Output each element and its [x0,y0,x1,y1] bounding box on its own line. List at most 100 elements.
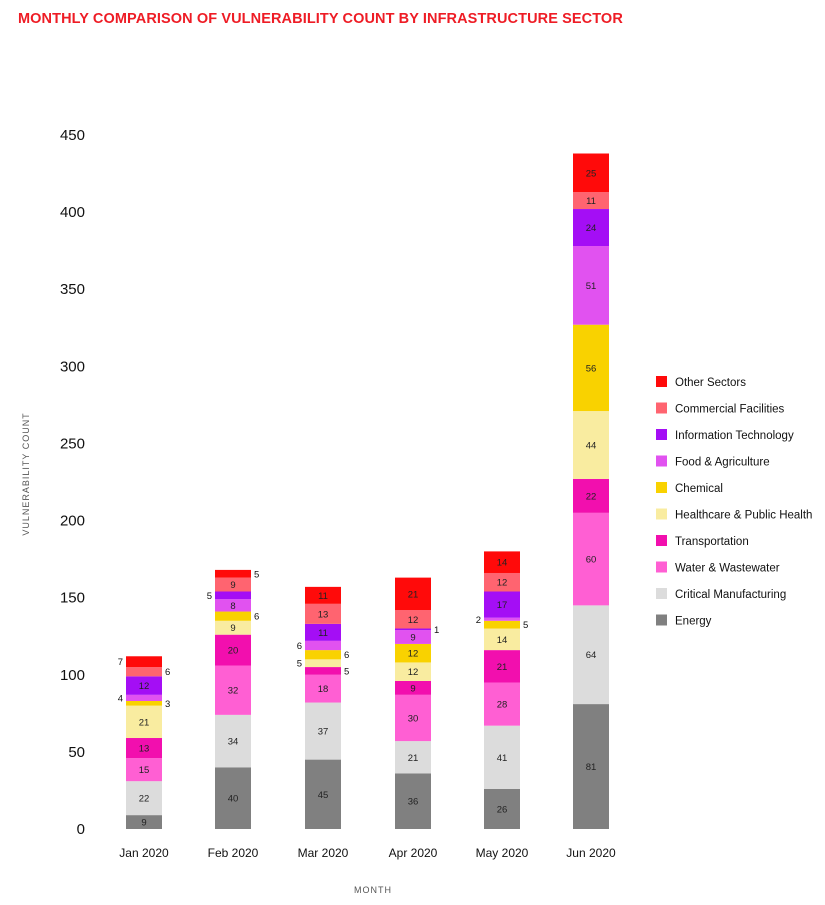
data-label: 9 [230,623,235,634]
data-label: 5 [207,591,212,602]
data-label: 9 [410,632,415,643]
legend-swatch [656,482,667,493]
legend-item-energy: Energy [656,614,712,628]
bar-segment-chemical [484,620,520,629]
bar-segment-transportation [484,650,520,683]
data-label: 26 [497,804,508,815]
data-label: 22 [586,491,597,502]
legend-swatch [656,429,667,440]
bar-segment-transportation [573,478,609,513]
data-label: 7 [118,657,123,668]
bar-segment-transportation [126,738,162,759]
bar-segment-critical-manufacturing [395,741,431,774]
x-axis: Jan 2020 Feb 2020 Mar 2020 Apr 2020 May 2020… [119,846,616,860]
data-label: 51 [586,281,597,292]
y-tick-label: 300 [60,358,85,375]
bar-segment-food-agriculture [215,599,251,612]
bar-segment-critical-manufacturing [126,781,162,816]
data-label: 25 [586,168,597,179]
bar-stack-mar-2020: 45 37 18 11 13 11 5 5 6 6 [297,586,349,829]
data-label: 21 [139,717,150,728]
legend-label: Water & Wastewater [675,563,780,575]
legend-label: Commercial Facilities [675,404,785,416]
data-label: 12 [408,649,419,660]
legend-swatch [656,508,667,520]
data-label: 24 [586,223,597,234]
bar-segment-critical-manufacturing [215,714,251,768]
data-label: 41 [497,753,508,764]
bar-segment-other-sectors [215,569,251,578]
bar-segment-energy [305,759,341,829]
legend-item-critical-manufacturing: Critical Manufacturing [656,588,786,601]
legend-item-food-agriculture: Food & Agriculture [656,455,770,469]
bar-segment-food-agriculture [484,617,520,621]
bar-segment-energy [573,704,609,829]
bars: 9221513211234674034322098965545371811131… [118,153,609,829]
legend-item-transportation: Transportation [656,535,749,548]
bar-segment-commercial-facilities [395,610,431,629]
x-tick-label: Apr 2020 [389,846,438,860]
data-label: 2 [476,615,481,626]
bar-segment-chemical [573,324,609,412]
bar-segment-commercial-facilities [215,577,251,592]
y-tick-label: 450 [60,127,85,144]
data-label: 12 [139,681,150,692]
legend-label: Energy [675,616,712,628]
data-label: 12 [408,667,419,678]
data-label: 21 [408,589,419,600]
bar-segment-healthcare-public-health [215,620,251,635]
bar-segment-healthcare-public-health [484,628,520,651]
bar-segment-commercial-facilities [305,603,341,624]
bar-segment-chemical [305,650,341,660]
data-label: 9 [141,818,146,829]
y-tick-label: 250 [60,435,85,452]
bar-segment-energy [215,767,251,829]
bar-segment-water-wastewater [215,665,251,715]
legend-swatch [656,588,667,599]
legend-item-water-wastewater: Water & Wastewater [656,561,780,575]
bar-segment-transportation [305,667,341,675]
x-tick-label: Jun 2020 [566,846,616,860]
data-label: 5 [254,569,259,580]
data-label: 11 [318,591,328,602]
legend: Other Sectors Commercial Facilities Inform… [656,376,812,628]
bar-stack-feb-2020: 40 34 32 20 9 8 9 6 5 5 [207,569,259,829]
bar-segment-commercial-facilities [573,192,609,210]
x-tick-label: Jan 2020 [119,846,169,860]
bar-segment-healthcare-public-health [305,659,341,668]
data-label: 37 [318,727,329,738]
data-label: 11 [586,196,596,207]
data-label: 3 [165,699,170,710]
legend-swatch [656,402,667,414]
x-axis-label: MONTH [354,885,392,895]
bar-segment-energy [484,788,520,829]
bar-segment-other-sectors [484,551,520,573]
bar-segment-water-wastewater [484,682,520,726]
y-axis: 0 50 100 150 200 250 300 350 400 450 [60,127,85,838]
bar-segment-information-technology [395,628,431,631]
bar-segment-information-technology [126,676,162,695]
data-label: 9 [410,683,415,694]
data-label: 5 [297,659,302,670]
chart-title: MONTHLY COMPARISON OF VULNERABILITY COUN… [18,11,623,27]
data-label: 28 [497,700,508,711]
bar-stack-jun-2020: 81 64 60 22 44 56 51 24 11 25 [573,153,609,829]
bar-segment-healthcare-public-health [573,411,609,479]
bar-stack-may-2020: 26 41 28 21 14 17 12 14 5 2 [476,551,528,829]
data-label: 45 [318,790,329,801]
legend-label: Critical Manufacturing [675,589,786,601]
legend-swatch [656,535,667,546]
bar-segment-water-wastewater [126,758,162,782]
bar-segment-water-wastewater [573,512,609,606]
data-label: 21 [408,753,419,764]
legend-swatch [656,561,667,573]
data-label: 15 [139,765,150,776]
bar-segment-energy [126,815,162,829]
bar-stack-jan-2020: 9 22 15 13 21 12 3 4 6 7 [118,656,170,829]
legend-item-commercial-facilities: Commercial Facilities [656,402,785,416]
legend-label: Transportation [675,536,749,548]
bar-segment-food-agriculture [126,694,162,701]
legend-swatch [656,614,667,626]
data-label: 5 [344,666,349,677]
x-tick-label: May 2020 [476,846,529,860]
